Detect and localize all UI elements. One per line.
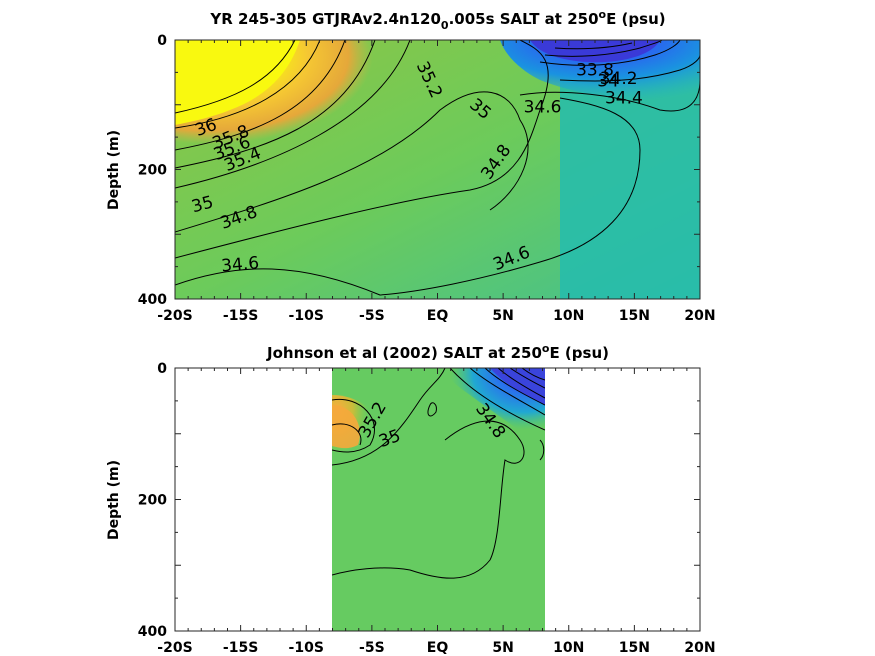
bottom-contour-lines [332,368,545,579]
top-field [175,40,700,299]
top-x-axis: -20S -15S -10S -5S EQ 5N 10N 15N 20N [157,40,716,324]
top-contour-label: 34 [597,72,619,92]
top-x-tick-label: -10S [289,308,324,324]
top-y-tick-label: 0 [157,33,167,49]
top-contour-label: 34.6 [220,253,259,276]
bottom-y-tick-label: 400 [138,624,167,640]
bottom-x-tick-label: -5S [359,640,385,656]
top-y-axis-label: Depth (m) [106,130,122,210]
bottom-x-tick-label: 5N [492,640,513,656]
top-y-tick-label: 200 [138,163,167,179]
bottom-y-tick-label: 200 [138,493,167,509]
bottom-x-tick-label: 15N [619,640,650,656]
top-x-tick-label: -5S [359,308,385,324]
top-x-tick-label: EQ [427,308,449,324]
bottom-x-tick-label: -10S [289,640,324,656]
bottom-y-axis-label: Depth (m) [106,460,122,540]
top-y-tick-label: 400 [138,292,167,308]
bottom-chart-panel: Johnson et al (2002) SALT at 250oE (psu) [106,342,716,656]
bottom-y-tick-label: 0 [157,361,167,377]
top-x-tick-label: 10N [553,308,584,324]
bottom-x-tick-label: 20N [684,640,715,656]
top-chart-title: YR 245-305 GTJRAv2.4n1200.005s SALT at 2… [209,8,665,32]
top-x-tick-label: -20S [157,308,192,324]
bottom-y-axis: 0 200 400 [138,361,700,640]
bottom-chart-title: Johnson et al (2002) SALT at 250oE (psu) [266,342,609,362]
top-contour-label: 34.4 [605,88,643,108]
top-chart-panel: YR 245-305 GTJRAv2.4n1200.005s SALT at 2… [106,8,716,324]
bottom-x-tick-label: 10N [553,640,584,656]
top-contour-label: 34.6 [524,98,562,118]
top-contour-lines [175,40,700,296]
top-x-tick-label: 15N [619,308,650,324]
bottom-x-tick-label: EQ [427,640,449,656]
top-x-tick-label: 20N [684,308,715,324]
top-x-tick-label: 5N [492,308,513,324]
top-y-axis: 0 200 400 [138,33,700,308]
bottom-x-tick-label: -15S [223,640,258,656]
bottom-field [332,368,545,631]
top-contour-label: 34.2 [600,69,638,89]
bottom-x-axis: -20S -15S -10S -5S EQ 5N 10N 15N 20N [157,368,716,656]
bottom-x-tick-label: -20S [157,640,192,656]
top-x-tick-label: -15S [223,308,258,324]
top-contour-label: 33.8 [576,61,614,81]
